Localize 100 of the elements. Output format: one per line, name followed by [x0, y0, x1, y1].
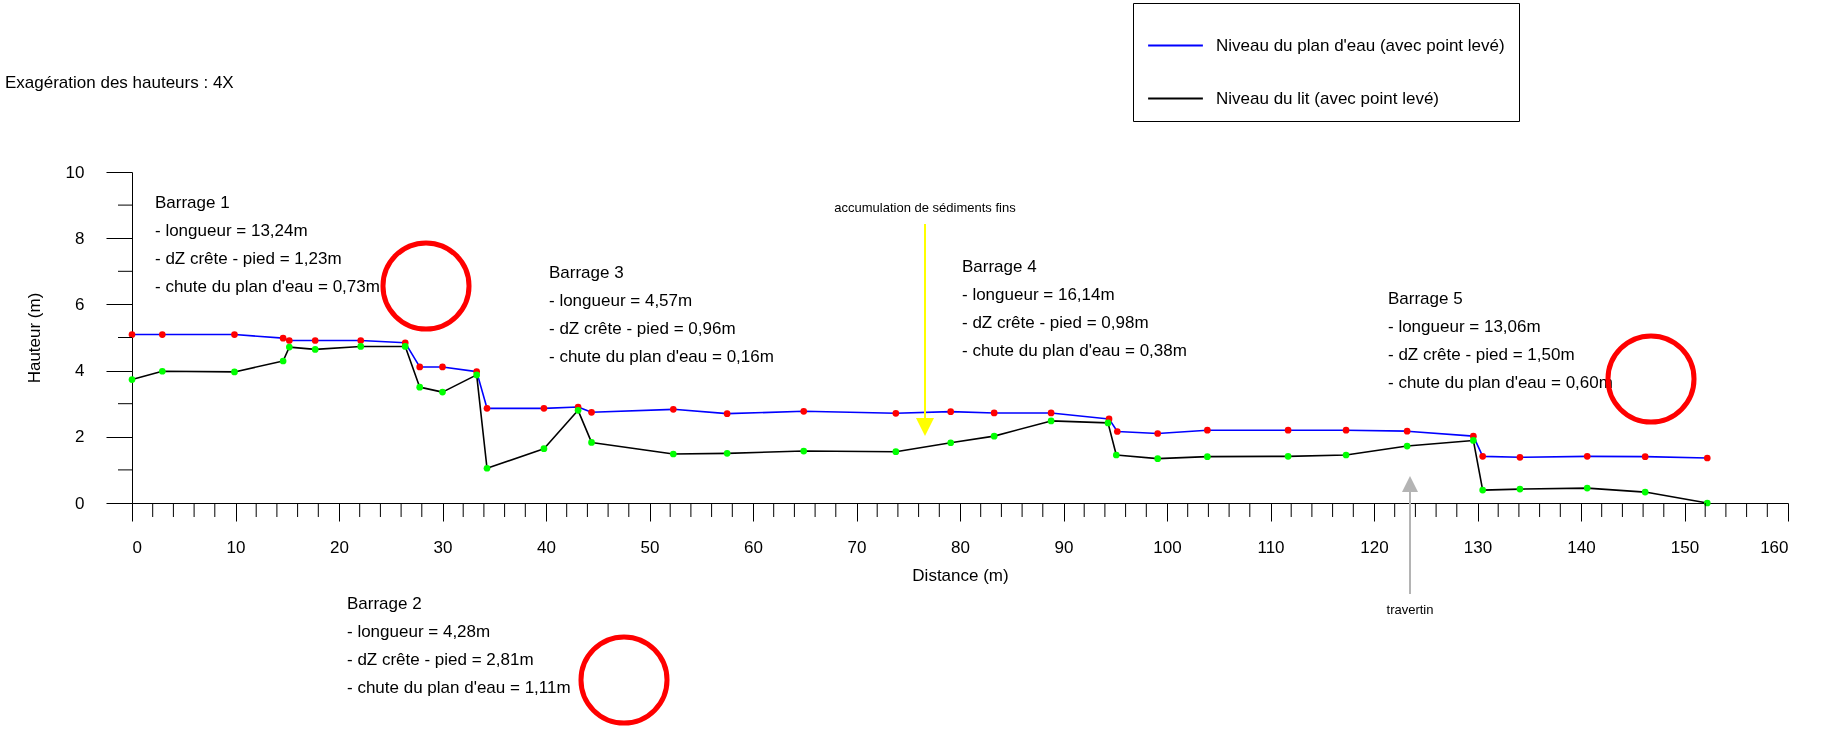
y-tick-label: 8 [75, 228, 85, 248]
point [1479, 452, 1487, 460]
point [311, 346, 319, 353]
point [800, 447, 808, 455]
point [588, 439, 595, 446]
point [1703, 499, 1711, 507]
point [1154, 430, 1162, 437]
point [1470, 437, 1477, 444]
point [1204, 426, 1211, 434]
annotation: - dZ crête - pied = 1,23m [155, 249, 342, 268]
point [669, 405, 677, 413]
point [483, 464, 491, 472]
point [128, 376, 136, 383]
x-tick-label: 110 [1257, 537, 1285, 557]
point [473, 371, 481, 379]
point [1403, 442, 1411, 450]
y-tick-label: 6 [75, 294, 85, 314]
x-tick-label: 140 [1567, 537, 1596, 557]
annotation: accumulation de sédiments fins [834, 200, 1017, 215]
x-tick-label: 130 [1463, 537, 1493, 557]
point [1154, 455, 1162, 462]
y-tick-label: 2 [75, 427, 85, 447]
point [285, 343, 293, 351]
point [357, 337, 365, 344]
point [1583, 484, 1591, 492]
annotation: Barrage 3 [549, 263, 624, 282]
point [1047, 409, 1055, 417]
text: - dZ crête - pied = 2,81m [347, 650, 534, 669]
point [1204, 453, 1211, 461]
point [158, 331, 166, 338]
annotation: - dZ crête - pied = 0,98m [962, 313, 1149, 332]
point [1284, 426, 1292, 434]
point [231, 368, 238, 376]
point [540, 404, 548, 412]
annotation: - longueur = 13,24m [155, 221, 308, 240]
y-tick-label: 10 [65, 162, 85, 182]
point [588, 408, 595, 416]
point [416, 363, 424, 371]
point [231, 331, 238, 338]
point [1403, 427, 1411, 435]
point [1104, 419, 1112, 427]
annotation: Barrage 5 [1388, 289, 1463, 308]
x-tick-label: 70 [847, 537, 867, 557]
x-tick-label: 80 [951, 537, 970, 557]
point [128, 331, 136, 338]
point [1479, 486, 1487, 494]
point [439, 388, 446, 396]
point [723, 410, 731, 417]
text: - chute du plan d'eau = 1,11m [347, 678, 571, 697]
x-tick-label: 120 [1360, 537, 1389, 557]
x-tick-label: 50 [640, 537, 660, 557]
chart-subtitle: Exagération des hauteurs : 4X [5, 73, 234, 92]
x-tick-label: 40 [537, 537, 556, 557]
point [1641, 453, 1649, 461]
point [669, 450, 677, 458]
point [947, 408, 955, 415]
x-tick-label: 160 [1760, 537, 1789, 557]
point [1112, 451, 1120, 459]
point [311, 337, 319, 344]
y-tick-label: 4 [75, 361, 85, 381]
point [800, 407, 808, 415]
text: Barrage 2 [347, 594, 422, 613]
annotation: Barrage 1 [155, 193, 230, 212]
annotation: - dZ crête - pied = 1,50m [1388, 345, 1575, 364]
point [401, 343, 409, 350]
point [1113, 428, 1121, 435]
point [416, 383, 424, 391]
x-tick-label: 10 [226, 537, 246, 557]
annotation: - chute du plan d'eau = 0,73m [155, 277, 380, 296]
annotation: - longueur = 4,57m [549, 291, 693, 310]
point [990, 432, 998, 440]
point [1284, 452, 1292, 460]
point [357, 343, 365, 350]
point [1342, 451, 1350, 459]
point [892, 448, 900, 456]
point [285, 337, 293, 344]
x-tick-label: 20 [330, 537, 349, 557]
text: travertin [1386, 602, 1434, 617]
annotation: - chute du plan d'eau = 0,38m [962, 341, 1187, 360]
annotation: - chute du plan d'eau = 0,16m [549, 347, 774, 366]
x-axis-title: Distance (m) [912, 565, 1009, 585]
point [540, 445, 548, 453]
point [947, 439, 955, 447]
annotation: - longueur = 16,14m [962, 285, 1115, 304]
point [439, 363, 446, 371]
annotation: Barrage 4 [962, 257, 1037, 276]
annotation: - dZ crête - pied = 0,96m [549, 319, 736, 338]
legend-label: Niveau du plan d'eau (avec point levé) [1216, 35, 1505, 55]
point [723, 450, 731, 457]
x-tick-label: 60 [744, 537, 763, 557]
point [279, 334, 287, 342]
x-tick-label: 90 [1054, 537, 1074, 557]
point [990, 409, 998, 417]
point [1047, 417, 1055, 425]
x-tick-label: 150 [1670, 537, 1700, 557]
y-axis-title: Hauteur (m) [24, 292, 44, 384]
point [1641, 488, 1649, 496]
legend-label: Niveau du lit (avec point levé) [1216, 88, 1440, 108]
point [279, 357, 287, 365]
point [158, 367, 166, 375]
